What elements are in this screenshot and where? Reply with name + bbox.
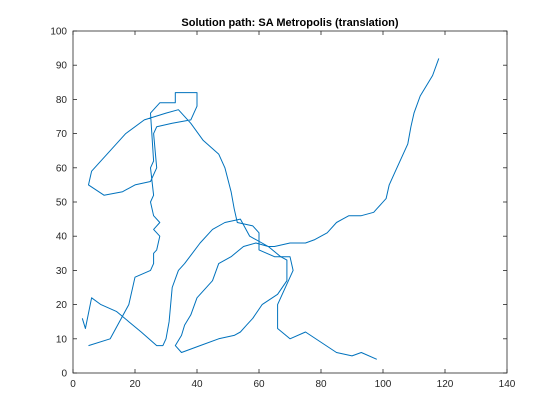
y-tick-label: 100 — [50, 27, 67, 38]
y-tick-label: 10 — [56, 334, 68, 345]
x-tick-label: 100 — [375, 379, 392, 390]
y-tick-label: 80 — [56, 95, 68, 106]
x-tick-label: 60 — [253, 379, 265, 390]
y-tick-label: 30 — [56, 266, 68, 277]
plot-area: 0 20 40 60 80 100 120 140 0 10 20 30 40 50 60 70 80 90 100 — [50, 27, 515, 391]
ticks-layer: 0 20 40 60 80 100 120 140 0 10 20 30 40 50 60 70 80 90 100 — [50, 27, 515, 391]
y-tick-label: 70 — [56, 129, 68, 140]
series-line-2 — [81, 58, 440, 353]
y-tick-label: 60 — [56, 163, 68, 174]
y-tick-label: 50 — [56, 198, 68, 209]
y-tick-label: 20 — [56, 300, 68, 311]
x-tick-label: 140 — [499, 379, 516, 390]
x-tick-label: 40 — [191, 379, 203, 390]
x-tick-label: 80 — [315, 379, 327, 390]
y-tick-label: 40 — [56, 232, 68, 243]
series-layer — [81, 58, 440, 360]
x-tick-label: 120 — [437, 379, 454, 390]
y-tick-label: 90 — [56, 61, 68, 72]
x-tick-label: 20 — [129, 379, 141, 390]
x-tick-label: 0 — [70, 379, 76, 390]
y-tick-label: 0 — [61, 369, 67, 380]
chart-title: Solution path: SA Metropolis (translatio… — [181, 17, 398, 29]
series-line-1 — [88, 92, 378, 360]
axes-box — [72, 30, 508, 374]
